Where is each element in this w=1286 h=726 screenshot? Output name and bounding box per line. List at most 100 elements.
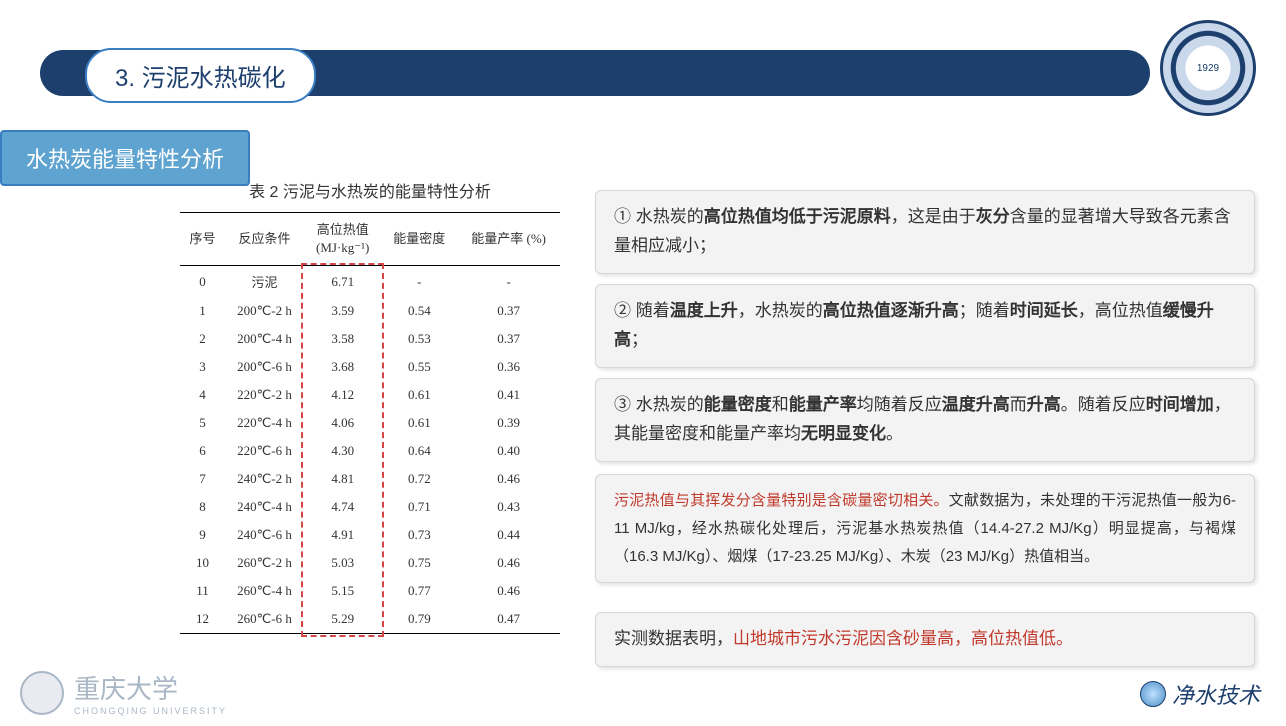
table-cell: 3 <box>180 353 225 381</box>
table-cell: 240℃-2 h <box>225 465 304 493</box>
table-cell: 260℃-2 h <box>225 549 304 577</box>
table-cell: 200℃-4 h <box>225 325 304 353</box>
callout-1: ① 水热炭的高位热值均低于污泥原料，这是由于灰分含量的显著增大导致各元素含量相应… <box>595 190 1255 274</box>
table-cell: 0.46 <box>457 465 560 493</box>
table-cell: 0.46 <box>457 577 560 605</box>
table-row: 2200℃-4 h3.580.530.37 <box>180 325 560 353</box>
table-cell: 260℃-4 h <box>225 577 304 605</box>
table-header-cell: 能量密度 <box>381 213 457 266</box>
table-cell: 240℃-4 h <box>225 493 304 521</box>
university-logo: 1929 <box>1160 20 1256 116</box>
table-row: 4220℃-2 h4.120.610.41 <box>180 381 560 409</box>
brand-text: 净水技术 <box>1172 678 1260 710</box>
table-cell: 240℃-6 h <box>225 521 304 549</box>
table-cell: 0.55 <box>381 353 457 381</box>
table-row: 7240℃-2 h4.810.720.46 <box>180 465 560 493</box>
table-cell: 5.29 <box>304 605 381 634</box>
table-cell: 0.75 <box>381 549 457 577</box>
callout-2: ② 随着温度上升，水热炭的高位热值逐渐升高；随着时间延长，高位热值缓慢升高； <box>595 284 1255 368</box>
table-cell: 0.46 <box>457 549 560 577</box>
table-cell: 2 <box>180 325 225 353</box>
table-cell: - <box>457 266 560 298</box>
table-cell: 4.30 <box>304 437 381 465</box>
table-cell: 污泥 <box>225 266 304 298</box>
table-cell: 4 <box>180 381 225 409</box>
table-cell: 6.71 <box>304 266 381 298</box>
table-cell: 0.73 <box>381 521 457 549</box>
table-row: 8240℃-4 h4.740.710.43 <box>180 493 560 521</box>
table-row: 12260℃-6 h5.290.790.47 <box>180 605 560 634</box>
table-cell: 5 <box>180 409 225 437</box>
table-cell: 11 <box>180 577 225 605</box>
table-cell: 3.58 <box>304 325 381 353</box>
table-cell: 4.81 <box>304 465 381 493</box>
table-cell: - <box>381 266 457 298</box>
table-cell: 10 <box>180 549 225 577</box>
table-cell: 5.03 <box>304 549 381 577</box>
table-cell: 12 <box>180 605 225 634</box>
data-table-area: 表 2 污泥与水热炭的能量特性分析 序号反应条件高位热值(MJ·kg⁻¹)能量密… <box>180 178 560 634</box>
table-header-cell: 能量产率 (%) <box>457 213 560 266</box>
table-cell: 0.37 <box>457 297 560 325</box>
table-cell: 0.61 <box>381 381 457 409</box>
footer-univ-en: CHONGQING UNIVERSITY <box>74 706 227 716</box>
table-cell: 4.91 <box>304 521 381 549</box>
table-cell: 4.12 <box>304 381 381 409</box>
table-row: 6220℃-6 h4.300.640.40 <box>180 437 560 465</box>
table-cell: 0.77 <box>381 577 457 605</box>
table-cell: 0.71 <box>381 493 457 521</box>
table-cell: 0.44 <box>457 521 560 549</box>
table-header-cell: 序号 <box>180 213 225 266</box>
callout-3: ③ 水热炭的能量密度和能量产率均随着反应温度升高而升高。随着反应时间增加，其能量… <box>595 378 1255 462</box>
table-header-cell: 高位热值(MJ·kg⁻¹) <box>304 213 381 266</box>
table-cell: 3.68 <box>304 353 381 381</box>
table-cell: 7 <box>180 465 225 493</box>
table-row: 0污泥6.71-- <box>180 266 560 298</box>
table-cell: 0 <box>180 266 225 298</box>
table-cell: 0.64 <box>381 437 457 465</box>
footer-univ-name: 重庆大学 <box>74 669 227 706</box>
table-cell: 200℃-6 h <box>225 353 304 381</box>
table-cell: 0.47 <box>457 605 560 634</box>
energy-table: 序号反应条件高位热值(MJ·kg⁻¹)能量密度能量产率 (%) 0污泥6.71-… <box>180 212 560 634</box>
table-cell: 3.59 <box>304 297 381 325</box>
table-cell: 0.79 <box>381 605 457 634</box>
table-cell: 220℃-4 h <box>225 409 304 437</box>
table-cell: 260℃-6 h <box>225 605 304 634</box>
table-cell: 4.74 <box>304 493 381 521</box>
footer-brand: 净水技术 <box>1140 678 1260 710</box>
table-cell: 0.41 <box>457 381 560 409</box>
table-cell: 4.06 <box>304 409 381 437</box>
table-row: 5220℃-4 h4.060.610.39 <box>180 409 560 437</box>
table-cell: 6 <box>180 437 225 465</box>
table-cell: 0.40 <box>457 437 560 465</box>
table-row: 3200℃-6 h3.680.550.36 <box>180 353 560 381</box>
table-cell: 0.53 <box>381 325 457 353</box>
table-header-cell: 反应条件 <box>225 213 304 266</box>
callout-5: 实测数据表明，山地城市污水污泥因含砂量高，高位热值低。 <box>595 612 1255 667</box>
table-cell: 8 <box>180 493 225 521</box>
footer-university: 重庆大学 CHONGQING UNIVERSITY <box>20 669 227 716</box>
table-cell: 0.39 <box>457 409 560 437</box>
brand-orb-icon <box>1140 681 1166 707</box>
logo-year: 1929 <box>1197 63 1219 74</box>
table-row: 9240℃-6 h4.910.730.44 <box>180 521 560 549</box>
table-cell: 220℃-2 h <box>225 381 304 409</box>
table-cell: 0.43 <box>457 493 560 521</box>
table-row: 11260℃-4 h5.150.770.46 <box>180 577 560 605</box>
table-cell: 0.72 <box>381 465 457 493</box>
footer-badge-icon <box>20 671 64 715</box>
table-cell: 1 <box>180 297 225 325</box>
table-cell: 5.15 <box>304 577 381 605</box>
table-cell: 0.36 <box>457 353 560 381</box>
table-cell: 9 <box>180 521 225 549</box>
callout-4: 污泥热值与其挥发分含量特别是含碳量密切相关。文献数据为，未处理的干污泥热值一般为… <box>595 474 1255 583</box>
table-cell: 220℃-6 h <box>225 437 304 465</box>
table-cell: 0.37 <box>457 325 560 353</box>
section-title: 3. 污泥水热碳化 <box>85 48 316 103</box>
table-caption: 表 2 污泥与水热炭的能量特性分析 <box>180 178 560 202</box>
table-cell: 0.61 <box>381 409 457 437</box>
table-cell: 0.54 <box>381 297 457 325</box>
table-row: 10260℃-2 h5.030.750.46 <box>180 549 560 577</box>
table-cell: 200℃-2 h <box>225 297 304 325</box>
